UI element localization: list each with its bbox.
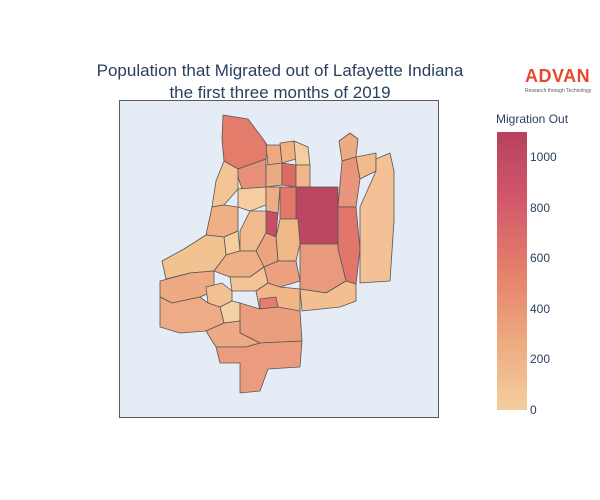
region[interactable] xyxy=(275,218,301,262)
colorbar xyxy=(497,132,527,410)
colorbar-tick-label: 600 xyxy=(530,251,551,266)
region[interactable] xyxy=(295,164,311,188)
colorbar-title: Migration Out xyxy=(496,112,569,126)
region[interactable] xyxy=(265,186,281,214)
chart-title: Population that Migrated out of Lafayett… xyxy=(40,60,520,104)
region[interactable] xyxy=(279,140,297,164)
region[interactable] xyxy=(355,152,377,180)
title-line-1: Population that Migrated out of Lafayett… xyxy=(96,61,464,80)
choropleth-map xyxy=(159,114,395,394)
advan-logo: ADVAN Research through Technology xyxy=(525,66,595,94)
region[interactable] xyxy=(211,160,239,208)
region[interactable] xyxy=(337,156,361,208)
title-line-2: the first three months of 2019 xyxy=(169,83,391,102)
region[interactable] xyxy=(338,132,359,162)
map-plot-area[interactable] xyxy=(119,100,439,418)
region[interactable] xyxy=(265,162,283,188)
region[interactable] xyxy=(205,204,239,238)
logo-tagline: Research through Technology xyxy=(525,88,592,94)
colorbar-tick-label: 400 xyxy=(530,301,551,316)
region[interactable] xyxy=(281,162,297,188)
colorbar-tick-label: 0 xyxy=(530,403,537,417)
region[interactable] xyxy=(299,280,357,312)
region[interactable] xyxy=(293,140,311,166)
colorbar-tick-label: 800 xyxy=(530,200,551,215)
colorbar-tick-label: 1000 xyxy=(530,150,557,165)
region[interactable] xyxy=(159,296,225,334)
region[interactable] xyxy=(359,152,395,284)
logo-wordmark: ADVAN xyxy=(525,66,591,86)
region[interactable] xyxy=(295,186,339,245)
region[interactable] xyxy=(237,186,267,212)
region[interactable] xyxy=(215,340,303,394)
colorbar-tick-label: 200 xyxy=(530,352,551,367)
region[interactable] xyxy=(265,210,279,238)
colorbar-gradient xyxy=(497,132,527,410)
region[interactable] xyxy=(279,186,297,220)
region[interactable] xyxy=(265,144,283,166)
